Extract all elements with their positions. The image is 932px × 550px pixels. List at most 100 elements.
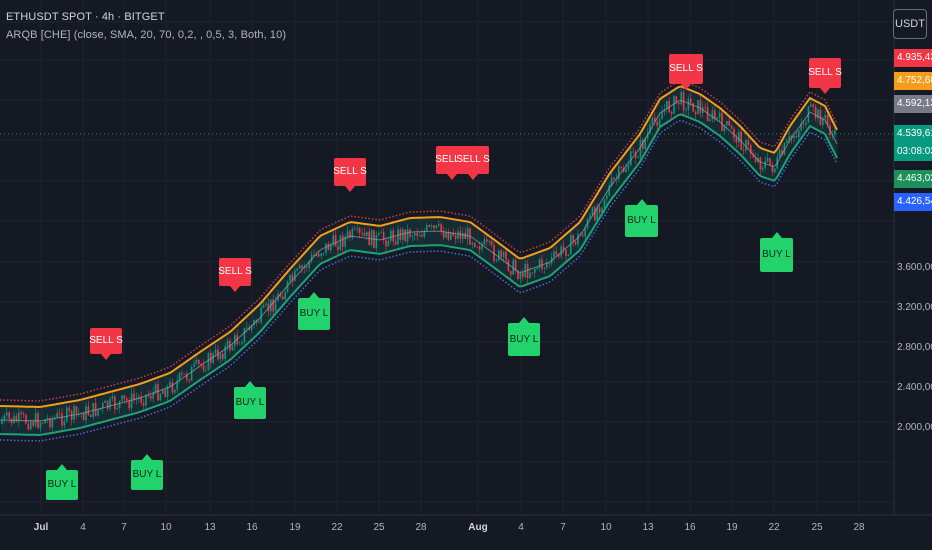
candle-body	[433, 225, 435, 229]
candle-body	[502, 251, 505, 258]
candle-body	[210, 353, 212, 363]
candle-body	[253, 320, 255, 326]
price-tag-lower-dots: 4.426,54	[894, 193, 932, 211]
candle-body	[358, 228, 361, 233]
candle-body	[404, 229, 406, 242]
candle-body	[570, 235, 572, 255]
currency-button[interactable]: USDT	[893, 9, 927, 39]
candle-body	[642, 140, 644, 149]
candle-body	[658, 119, 661, 126]
signal-label: SELL S	[218, 258, 252, 286]
candle-body	[526, 263, 529, 278]
candle-body	[342, 235, 344, 247]
candle-body	[22, 413, 25, 415]
buy-signal: BUY L	[234, 381, 266, 419]
candle-body	[747, 140, 750, 145]
candle-body	[637, 157, 639, 159]
time-axis-label: 4	[80, 522, 86, 533]
candle-body	[20, 412, 22, 414]
candle-body	[752, 154, 754, 158]
candle-body	[742, 150, 745, 151]
candle-body	[13, 415, 15, 424]
candle-body	[764, 161, 766, 168]
candle-body	[114, 396, 116, 409]
candle-body	[58, 413, 61, 415]
candle-body	[176, 380, 178, 390]
candle-body	[721, 112, 723, 132]
candle-body	[781, 150, 783, 155]
candle-body	[226, 340, 229, 347]
candle-body	[620, 166, 622, 168]
time-axis-label: 25	[811, 522, 823, 533]
signal-label: SELL S	[808, 58, 842, 88]
candle-body	[687, 98, 690, 110]
candle-body	[178, 372, 181, 381]
candle-body	[142, 402, 145, 406]
candle-body	[214, 349, 217, 354]
candle-body	[363, 232, 366, 236]
arrow-up-icon	[245, 381, 255, 387]
sell-signal: SELL S	[333, 158, 367, 192]
candle-body	[625, 168, 627, 173]
candle-body	[786, 140, 788, 143]
candle-body	[298, 265, 301, 269]
candle-body	[493, 245, 495, 261]
candle-body	[802, 123, 805, 125]
candle-body	[826, 114, 829, 125]
candle-body	[817, 109, 819, 118]
candle-body	[15, 415, 18, 422]
candle-body	[572, 235, 574, 242]
candle-body	[800, 123, 802, 131]
candle-body	[601, 207, 603, 213]
candle-body	[126, 398, 128, 401]
candle-body	[454, 235, 457, 239]
candle-body	[382, 232, 385, 241]
candle-body	[118, 400, 121, 408]
candle-body	[332, 235, 334, 245]
signal-label: BUY L	[234, 387, 266, 419]
indicator-legend[interactable]: ARQB [CHE] (close, SMA, 20, 70, 0,2, , 0…	[6, 29, 287, 41]
price-tag-upper-band: 4.752,68	[894, 72, 932, 90]
candle-body	[97, 409, 99, 416]
time-axis-label: 28	[415, 522, 427, 533]
time-axis-label: 16	[684, 522, 696, 533]
lower-band-line	[0, 113, 838, 437]
candle-body	[675, 96, 678, 103]
candle-body	[538, 259, 541, 268]
candle-body	[692, 103, 694, 112]
candle-body	[111, 396, 114, 399]
candle-body	[190, 366, 193, 381]
candle-body	[591, 207, 594, 216]
candle-body	[447, 232, 450, 240]
candle-body	[219, 353, 222, 360]
sell-signal: SELL S	[218, 258, 252, 292]
candle-body	[248, 327, 250, 331]
candle-body	[327, 243, 330, 251]
candle-body	[498, 250, 500, 261]
candle-body	[6, 412, 8, 416]
candle-body	[582, 235, 584, 237]
candle-body	[344, 236, 346, 247]
candle-body	[75, 406, 78, 414]
candle-body	[49, 418, 51, 428]
candle-body	[32, 421, 34, 426]
price-axis-label: 2.000,00	[897, 422, 932, 433]
candle-body	[814, 106, 817, 118]
candle-body	[759, 157, 762, 170]
candle-body	[159, 393, 162, 401]
candle-body	[34, 413, 37, 426]
candle-body	[116, 408, 118, 409]
candle-body	[714, 110, 716, 120]
time-axis-label: 28	[853, 522, 865, 533]
time-axis-label: 13	[204, 522, 216, 533]
time-axis-label: 10	[160, 522, 172, 533]
candle-body	[334, 235, 337, 247]
candle-body	[286, 281, 289, 292]
candle-body	[315, 253, 318, 256]
candle-body	[517, 271, 519, 279]
signal-label: BUY L	[131, 460, 163, 490]
middle-line	[0, 99, 838, 422]
candle-body	[82, 413, 85, 421]
candle-body	[754, 157, 757, 163]
